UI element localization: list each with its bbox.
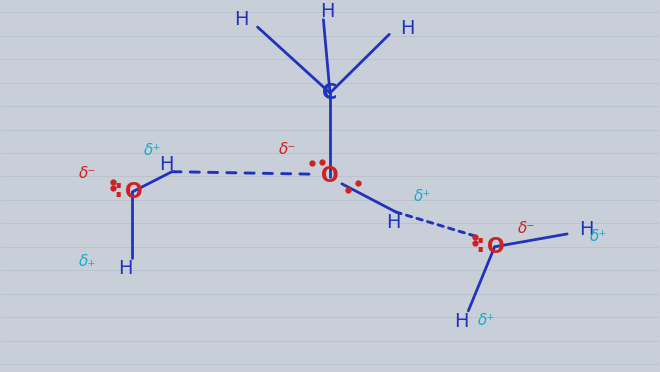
Text: O: O (125, 182, 143, 202)
Text: O: O (487, 237, 505, 257)
Text: δ⁺: δ⁺ (478, 312, 496, 327)
Text: :: : (475, 233, 485, 257)
Text: H: H (455, 312, 469, 331)
Text: H: H (401, 19, 415, 38)
Text: δ⁺: δ⁺ (143, 143, 161, 158)
Text: δ⁻: δ⁻ (517, 221, 535, 236)
Text: δ⁺: δ⁺ (414, 189, 431, 204)
Text: δ⁻: δ⁻ (79, 166, 96, 181)
Text: :: : (114, 178, 123, 202)
Text: δ⁻: δ⁻ (279, 142, 296, 157)
Text: H: H (160, 155, 174, 174)
Text: O: O (321, 166, 339, 186)
Text: C: C (322, 83, 338, 103)
Text: H: H (386, 214, 401, 232)
Text: H: H (579, 220, 594, 239)
Text: H: H (119, 259, 133, 278)
Text: δ₊: δ₊ (79, 254, 96, 269)
Text: H: H (234, 10, 248, 29)
Text: H: H (320, 2, 335, 21)
Text: δ⁺: δ⁺ (590, 230, 607, 244)
